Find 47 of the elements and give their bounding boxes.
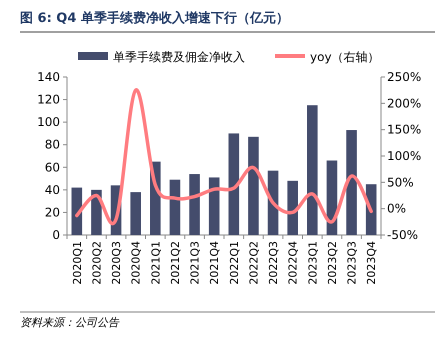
x-tick-label: 2020Q4 (130, 241, 143, 285)
x-tick-label: 2023Q2 (326, 241, 339, 285)
y2-tick-label: 250% (387, 70, 422, 84)
bar (72, 188, 82, 235)
bar (326, 160, 338, 235)
x-tick-label: 2021Q3 (188, 241, 202, 285)
x-tick-label: 2022Q4 (286, 241, 300, 285)
y-tick-label: 0 (52, 228, 60, 242)
y2-tick-label: -50% (387, 228, 418, 242)
y-tick-label: 40 (44, 182, 60, 197)
y2-tick-label: 50% (387, 175, 414, 190)
y-tick-label: 20 (44, 205, 60, 220)
bar (189, 174, 200, 235)
x-tick-label: 2022Q2 (247, 241, 260, 285)
bar (307, 105, 318, 235)
x-tick-label: 2022Q3 (267, 241, 280, 285)
y-tick-label: 60 (44, 160, 60, 174)
bar (346, 130, 357, 235)
x-tick-label: 2023Q3 (346, 241, 359, 285)
y-tick-label: 140 (37, 70, 60, 84)
y-tick-label: 100 (37, 115, 60, 130)
x-tick-label: 2021Q4 (208, 241, 222, 285)
x-tick-label: 2023Q1 (306, 241, 320, 285)
text: 资料来源：公司公告 (20, 316, 120, 329)
x-tick-label: 2023Q4 (365, 241, 378, 285)
legend-label: 单季手续费及佣金净收入 (113, 50, 245, 64)
y-tick-label: 120 (37, 92, 60, 107)
y2-tick-label: 200% (387, 96, 422, 110)
x-tick-label: 2021Q1 (149, 241, 162, 285)
legend-label: yoy（右轴） (310, 50, 380, 64)
y2-tick-label: 0% (387, 202, 406, 216)
y2-tick-label: 100% (387, 149, 422, 163)
y-tick-label: 80 (44, 138, 60, 152)
x-tick-label: 2022Q1 (228, 241, 241, 285)
x-tick-label: 2020Q1 (70, 241, 84, 285)
x-tick-label: 2020Q2 (90, 241, 104, 285)
x-tick-label: 2020Q3 (110, 241, 124, 285)
bar (228, 133, 240, 235)
bar (287, 180, 298, 235)
chart-title: 图 6: Q4 单季手续费净收入增速下行（亿元） (20, 10, 289, 26)
x-tick-label: 2021Q2 (168, 241, 182, 285)
bar (170, 180, 180, 235)
bar (130, 192, 141, 235)
bar (208, 177, 220, 235)
bar (268, 170, 278, 235)
y2-tick-label: 150% (387, 122, 422, 137)
bar (248, 136, 259, 235)
